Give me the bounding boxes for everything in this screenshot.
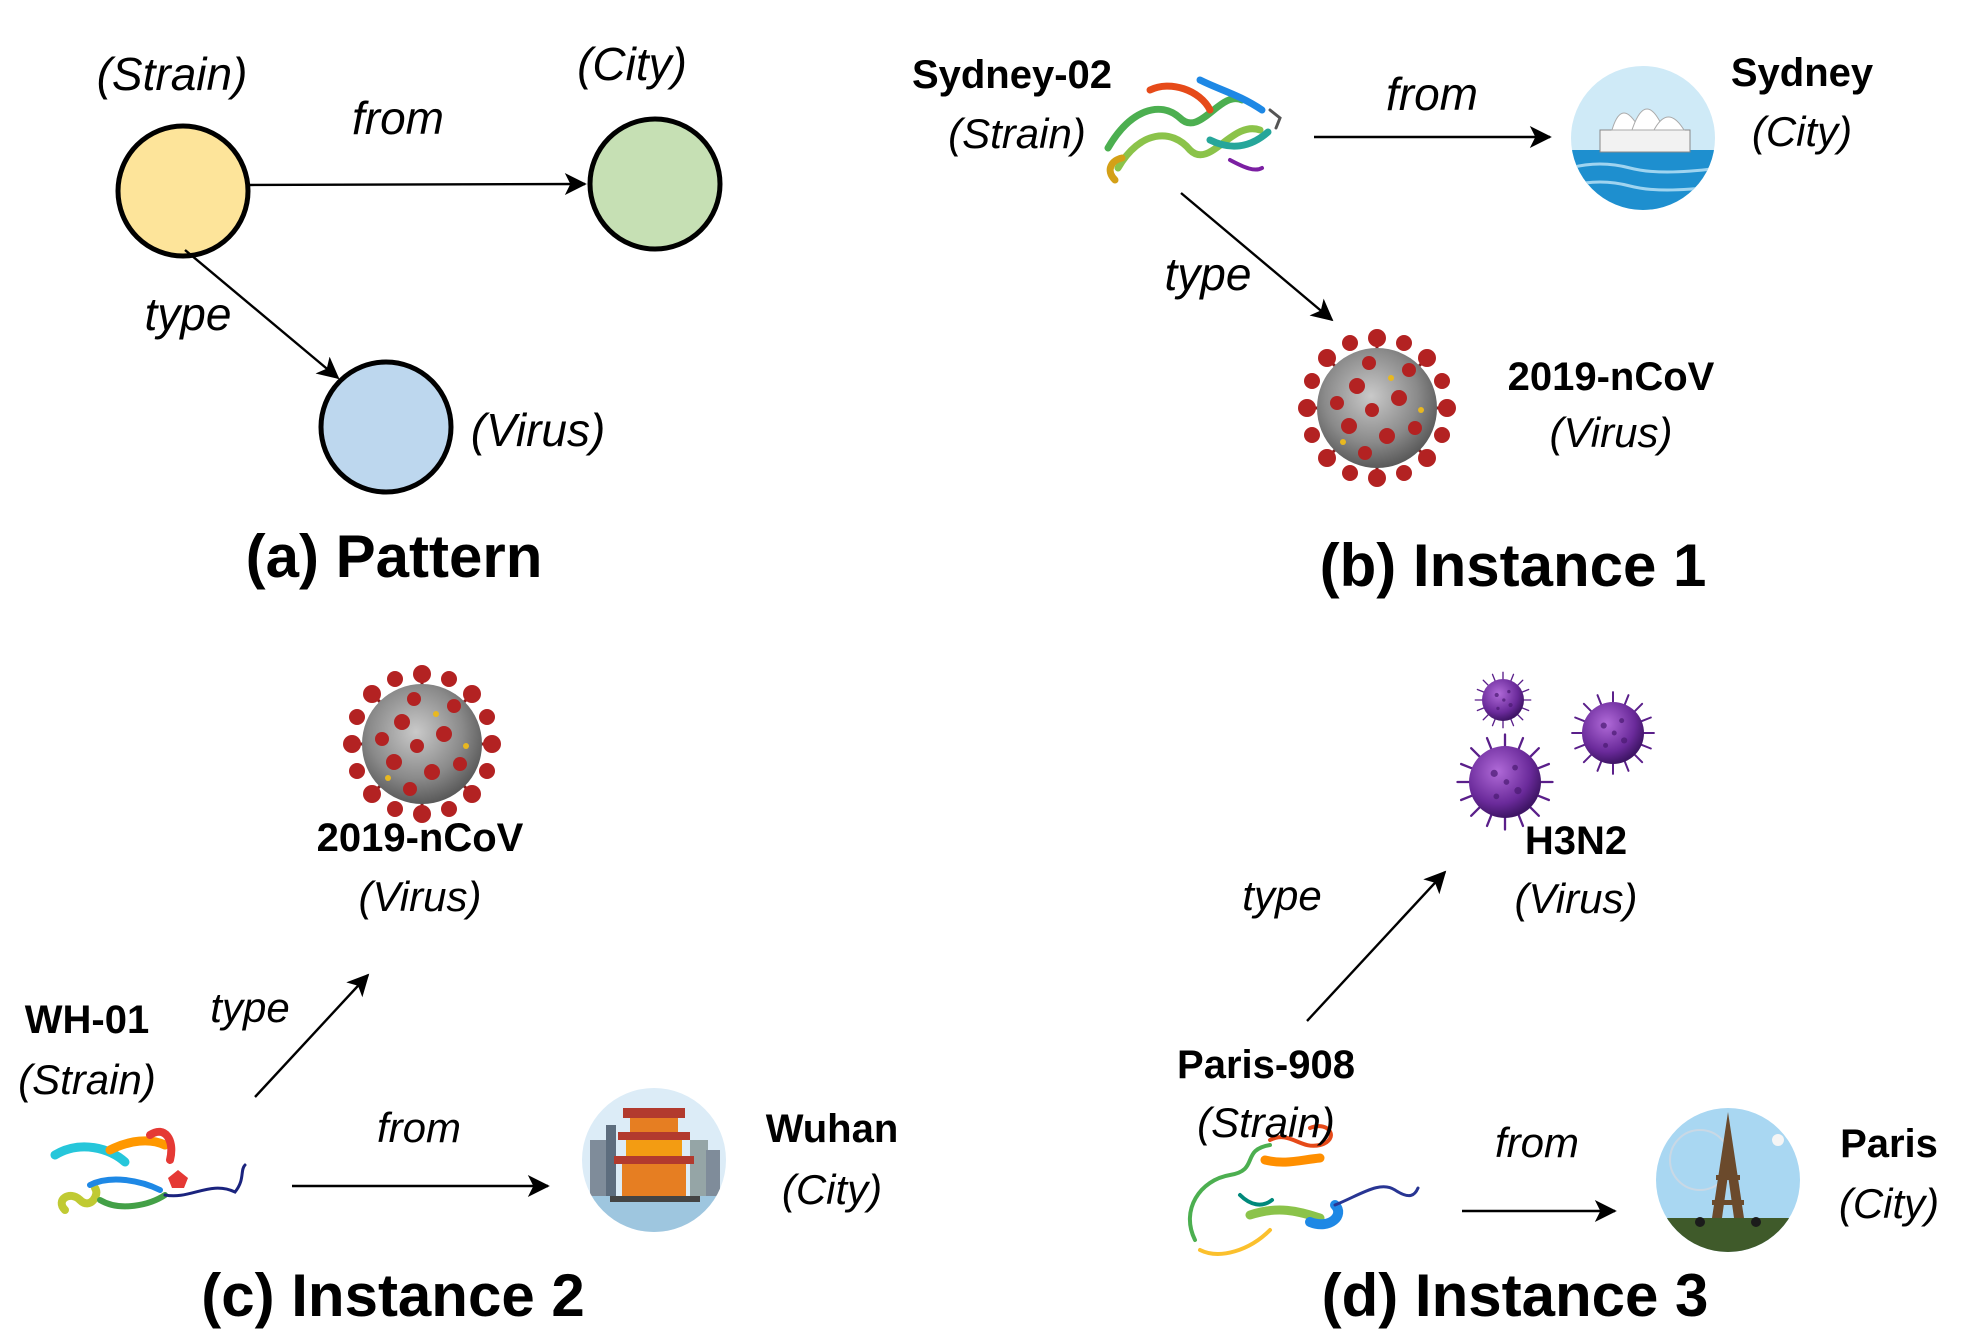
instance2-panel: 2019-nCoV (Virus) type WH-01 (Strain) fr…	[18, 663, 899, 1329]
protein-ribbon-icon	[1104, 76, 1282, 184]
city-name: Paris	[1840, 1122, 1938, 1166]
city-class-label: (City)	[1752, 108, 1852, 155]
type-edge	[184, 249, 340, 380]
from-label: from	[352, 92, 444, 144]
wuhan-skyline-icon	[582, 1088, 726, 1232]
strain-class-label: (Strain)	[1197, 1099, 1335, 1146]
city-name: Sydney	[1731, 51, 1874, 95]
virus-name: H3N2	[1525, 819, 1627, 863]
city-class-label: (City)	[782, 1166, 882, 1213]
virus-name: 2019-nCoV	[1508, 355, 1715, 399]
type-edge	[1306, 870, 1447, 1022]
virus-name: 2019-nCoV	[317, 816, 524, 860]
type-edge	[254, 973, 370, 1098]
virus-node	[318, 359, 454, 495]
caption-a: (a) Pattern	[246, 523, 543, 590]
type-label: type	[1242, 872, 1321, 919]
type-label: type	[210, 984, 289, 1031]
from-edge	[247, 173, 587, 196]
instance1-panel: Sydney-02 (Strain) from Sydney (City) ty…	[912, 51, 1874, 599]
city-name: Wuhan	[766, 1107, 899, 1151]
caption-b: (b) Instance 1	[1320, 532, 1707, 599]
instance3-panel: H3N2 (Virus) type Paris-908 (Strain) fro…	[1177, 671, 1939, 1329]
pattern-panel: (Strain) (City) (Virus) from type (a) Pa…	[97, 38, 723, 590]
strain-class-label: (Strain)	[18, 1056, 156, 1103]
coronavirus-icon	[341, 663, 503, 825]
strain-name: Paris-908	[1177, 1043, 1355, 1087]
sydney-opera-house-icon	[1571, 66, 1715, 210]
influenza-virus-icon	[1456, 671, 1655, 831]
protein-ribbon-icon	[1188, 1124, 1420, 1256]
strain-node	[115, 123, 251, 259]
from-label: from	[1495, 1119, 1579, 1166]
strain-name: Sydney-02	[912, 53, 1112, 97]
caption-c: (c) Instance 2	[201, 1262, 584, 1329]
virus-class-label: (Virus)	[471, 404, 606, 456]
eiffel-tower-icon	[1656, 1108, 1800, 1252]
city-class-label: (City)	[1839, 1180, 1939, 1227]
city-node	[587, 116, 723, 252]
virus-class-label: (Virus)	[1515, 875, 1638, 922]
strain-class-label: (Strain)	[97, 48, 248, 100]
strain-class-label: (Strain)	[948, 110, 1086, 157]
strain-name: WH-01	[25, 998, 149, 1042]
virus-class-label: (Virus)	[359, 873, 482, 920]
type-edge	[1180, 192, 1334, 322]
type-label: type	[1165, 248, 1252, 300]
type-label: type	[145, 288, 232, 340]
protein-ribbon-icon	[50, 1127, 247, 1214]
virus-class-label: (Virus)	[1550, 409, 1673, 456]
from-label: from	[1386, 68, 1478, 120]
city-class-label: (City)	[577, 38, 687, 90]
caption-d: (d) Instance 3	[1322, 1262, 1709, 1329]
coronavirus-icon	[1296, 327, 1458, 489]
from-label: from	[377, 1104, 461, 1151]
